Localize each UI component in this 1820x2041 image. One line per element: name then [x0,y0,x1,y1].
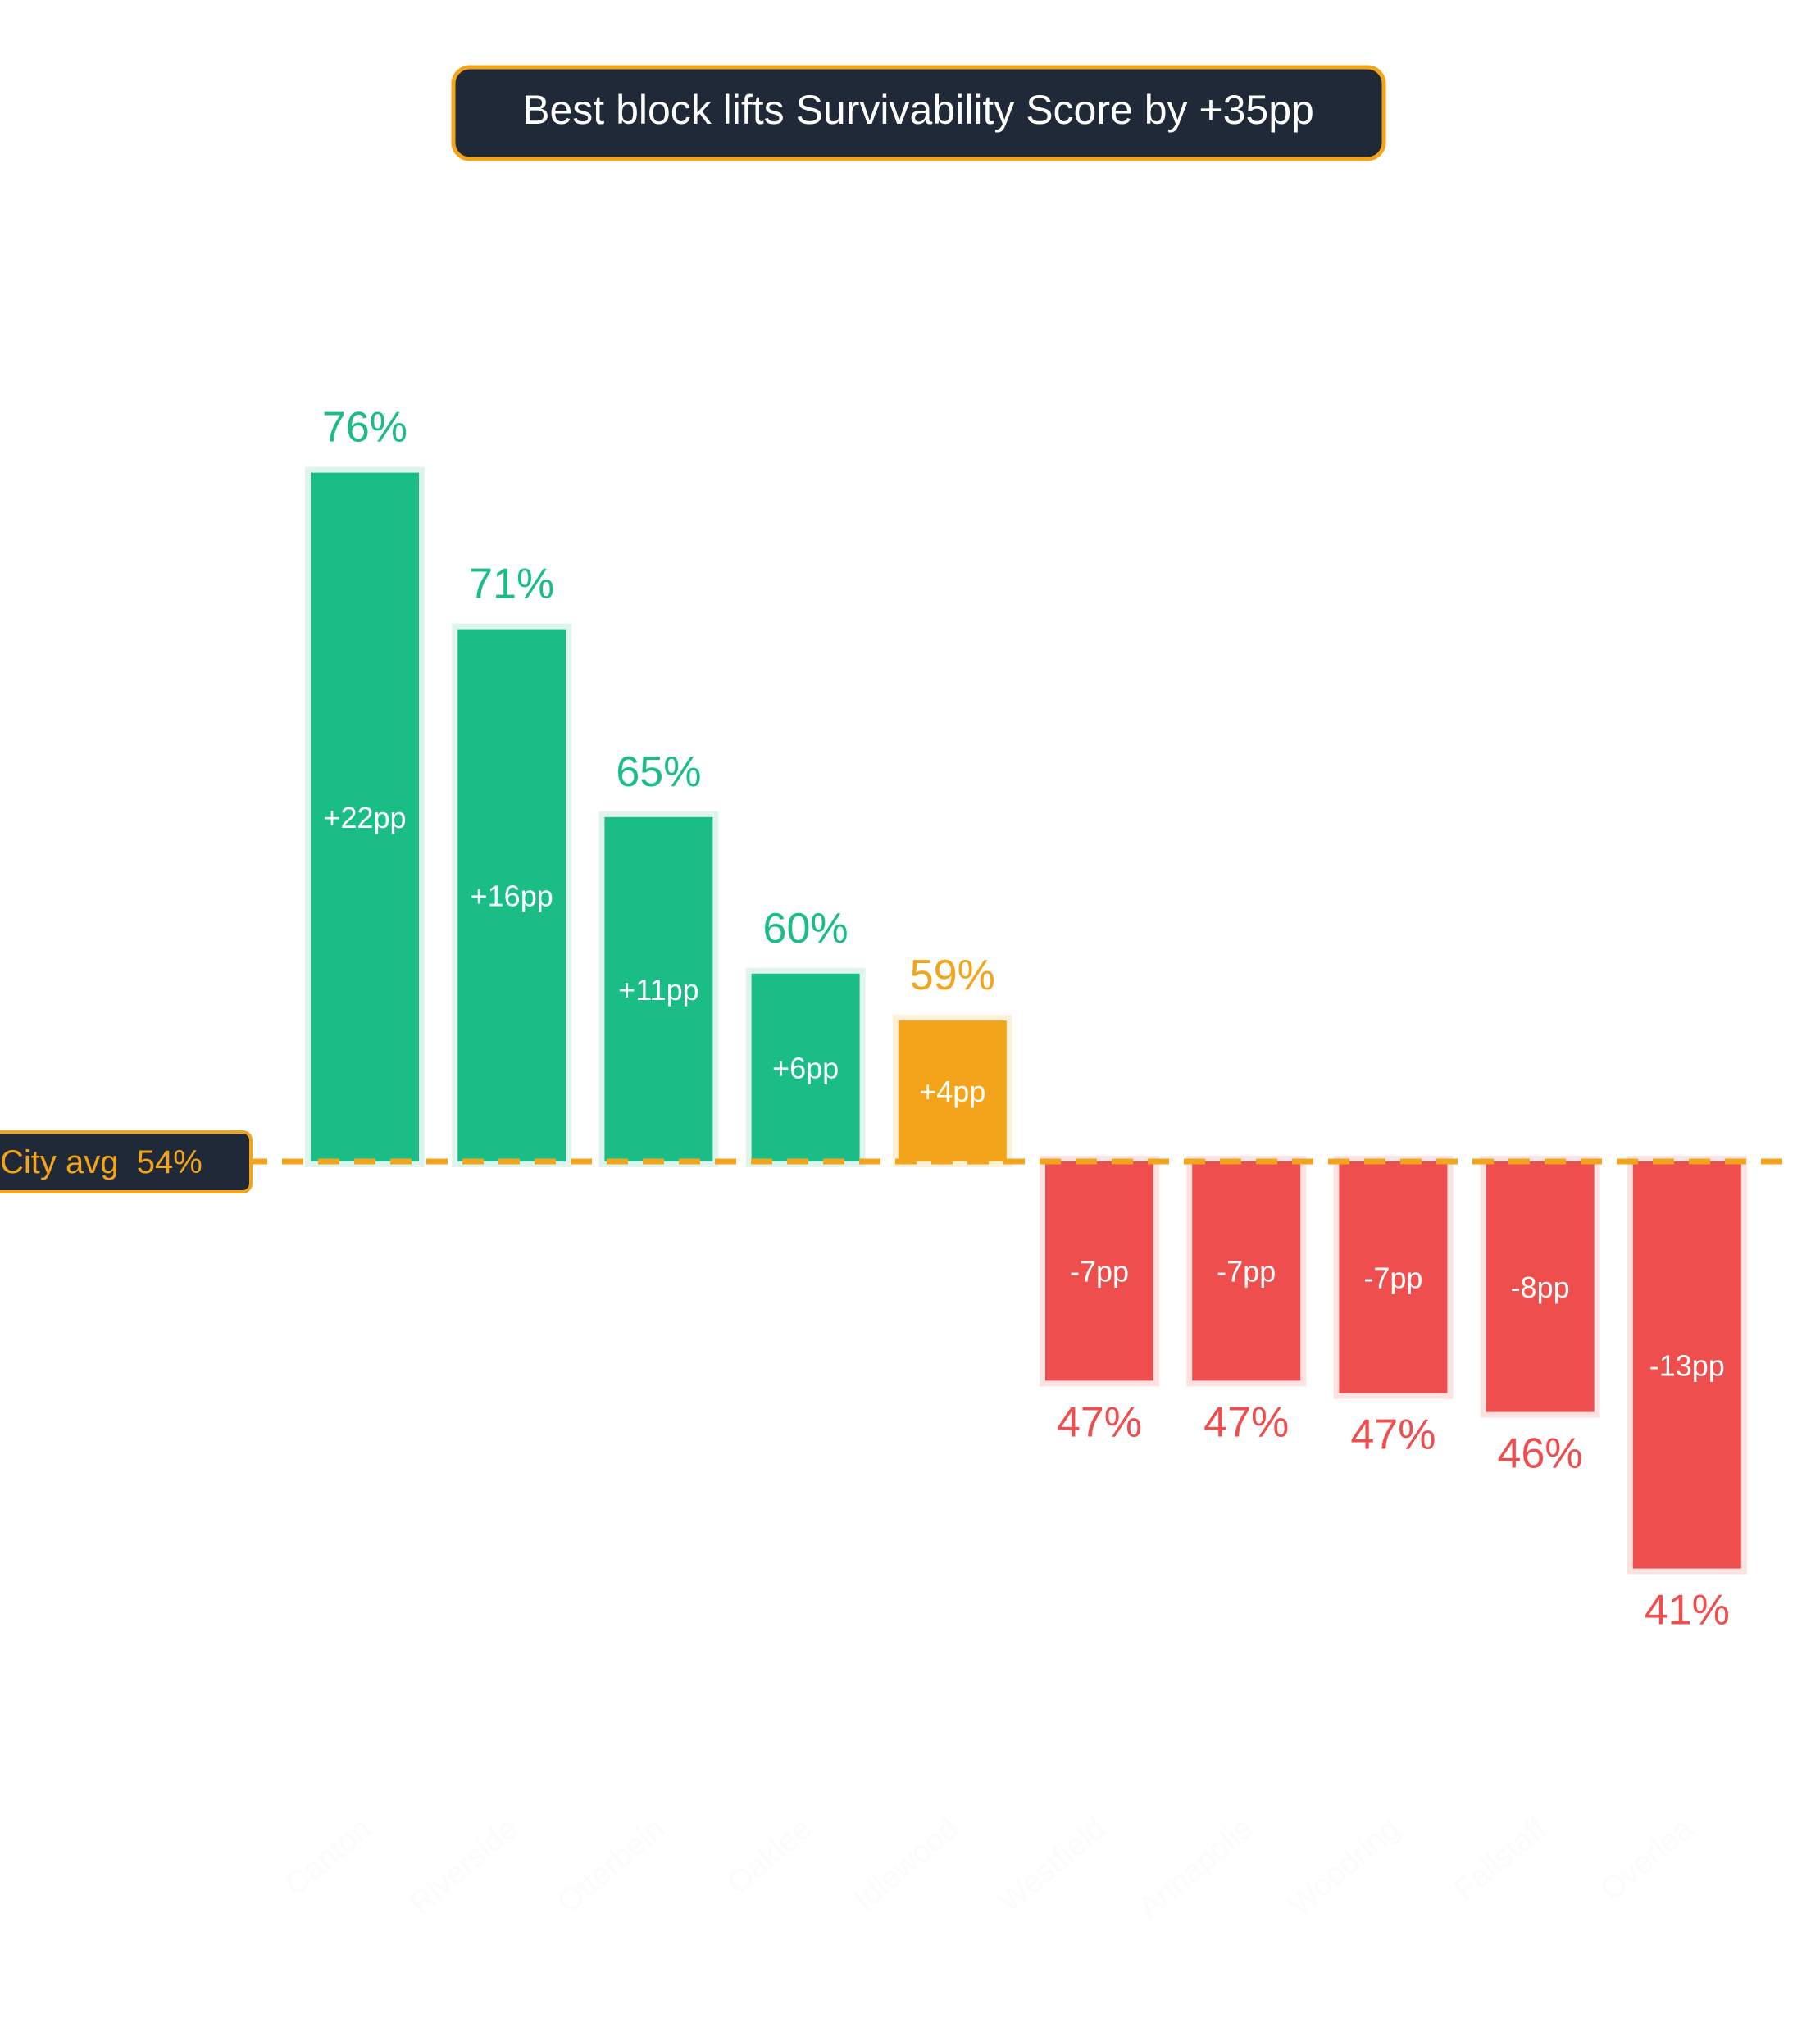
value-label-otterbein: 65% [616,748,701,796]
diff-label-otterbein: +11pp [618,973,698,1007]
bar-riverside [457,629,566,1161]
value-label-annapolis: 47% [1203,1398,1289,1446]
category-label-overlea: Overlea [1595,1811,1701,1907]
value-label-westfield: 47% [1057,1398,1142,1446]
diff-label-woodring: -7pp [1363,1261,1422,1294]
category-axis-labels: Canton Riverside Otterbein Oaklee Idlewood We… [279,1811,1700,1925]
category-label-canton: Canton [279,1811,378,1902]
bar-fallstaff [1486,1161,1595,1412]
value-label-woodring: 47% [1350,1411,1436,1459]
bar-idlewood [898,1020,1007,1161]
chart-title: Best block lifts Survivability Score by … [522,87,1314,133]
diff-label-idlewood: +4pp [919,1075,985,1108]
category-label-woodring: Woodring [1282,1811,1406,1923]
diff-label-oaklee: +6pp [772,1051,839,1084]
value-label-overlea: 41% [1645,1587,1730,1634]
category-label-oaklee: Oaklee [721,1811,818,1902]
category-label-idlewood: Idlewood [848,1811,966,1918]
bar-oaklee [751,973,860,1161]
value-label-oaklee: 60% [763,905,849,952]
bar-annapolis [1192,1161,1301,1381]
baseline-reference: City avg 54% [0,1130,1787,1193]
diff-label-annapolis: -7pp [1217,1255,1276,1289]
bar-woodring [1339,1161,1448,1393]
bar-overlea [1632,1161,1741,1569]
city-average-label-box [0,1130,253,1193]
value-label-canton: 76% [322,404,407,452]
city-average-label: City avg 54% [0,1144,202,1180]
category-label-riverside: Riverside [403,1811,525,1921]
diff-label-westfield: -7pp [1070,1255,1129,1289]
bar-westfield [1045,1161,1153,1381]
category-label-annapolis: Annapolis [1132,1811,1259,1925]
category-label-fallstaff: Fallstaff [1448,1811,1554,1907]
value-label-fallstaff: 46% [1498,1430,1583,1478]
category-label-westfield: Westfield [993,1811,1112,1920]
chart-title-annotation: Best block lifts Survivability Score by … [451,65,1386,161]
diff-label-canton: +22pp [323,801,406,834]
value-label-riverside: 71% [469,561,554,608]
value-label-idlewood: 59% [910,952,995,999]
bar-canton [311,472,419,1161]
category-label-otterbein: Otterbein [551,1811,671,1921]
chart-title-box [451,65,1386,161]
bar-series: 76% +22pp 71% +16pp 65% +11pp 60% +6pp 59% +4pp 47… [305,404,1747,1634]
bar-otterbein [604,816,713,1161]
diff-label-overlea: -13pp [1649,1348,1725,1382]
diff-label-riverside: +16pp [471,879,553,912]
diff-label-fallstaff: -8pp [1511,1271,1570,1304]
